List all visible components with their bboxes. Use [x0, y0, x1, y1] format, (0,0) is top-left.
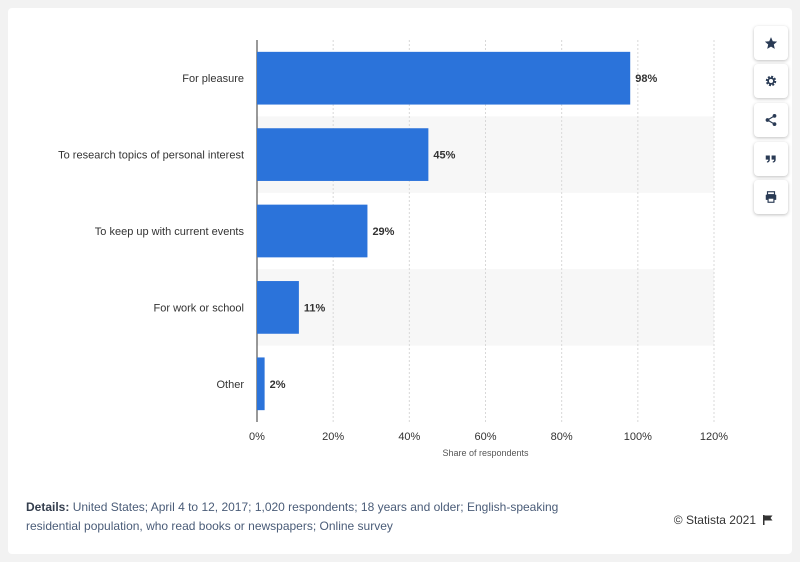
- print-icon: [765, 191, 777, 203]
- share-icon: [765, 114, 777, 126]
- bar: [257, 357, 265, 411]
- bar: [257, 281, 299, 334]
- bar-chart: 0% 20% 40% 60% 80% 100% 120% For pleasure 98% To …: [58, 40, 728, 458]
- print-button[interactable]: [754, 180, 788, 214]
- category-label: For work or school: [154, 302, 244, 314]
- data-label: 98%: [635, 73, 657, 85]
- details-text: United States; April 4 to 12, 2017; 1,02…: [26, 500, 559, 533]
- category-label: To research topics of personal interest: [58, 150, 244, 162]
- star-icon: [764, 37, 778, 49]
- bar: [257, 204, 368, 258]
- category-label: To keep up with current events: [95, 226, 245, 238]
- x-tick-label: 40%: [398, 431, 420, 443]
- favorite-button[interactable]: [754, 26, 788, 60]
- data-label: 45%: [433, 150, 455, 162]
- copyright-text: © Statista 2021: [673, 513, 756, 527]
- chart-card: 0% 20% 40% 60% 80% 100% 120% For pleasure 98% To …: [8, 8, 792, 554]
- quote-icon: [765, 155, 776, 163]
- category-label: Other: [216, 379, 244, 391]
- x-tick-label: 60%: [474, 431, 496, 443]
- x-axis-title: Share of respondents: [442, 448, 529, 458]
- settings-button[interactable]: [754, 64, 788, 98]
- data-label: 11%: [304, 302, 326, 314]
- bars: [257, 51, 631, 411]
- x-tick-label: 120%: [700, 431, 728, 443]
- data-label: 29%: [372, 226, 394, 238]
- data-label: 2%: [270, 379, 286, 391]
- flag-icon: [763, 515, 773, 525]
- category-label: For pleasure: [182, 73, 244, 85]
- share-button[interactable]: [754, 103, 788, 137]
- details-note: Details: United States; April 4 to 12, 2…: [26, 498, 566, 536]
- details-label: Details:: [26, 500, 70, 514]
- copyright[interactable]: © Statista 2021: [674, 513, 774, 527]
- x-tick-label: 80%: [551, 431, 573, 443]
- bar: [257, 128, 429, 181]
- labels: 0% 20% 40% 60% 80% 100% 120% For pleasure 98% To …: [58, 73, 728, 458]
- bar: [257, 51, 631, 105]
- x-tick-label: 20%: [322, 431, 344, 443]
- gear-icon: [765, 75, 777, 87]
- x-tick-label: 100%: [624, 431, 652, 443]
- cite-button[interactable]: [754, 142, 788, 176]
- x-tick-label: 0%: [249, 431, 265, 443]
